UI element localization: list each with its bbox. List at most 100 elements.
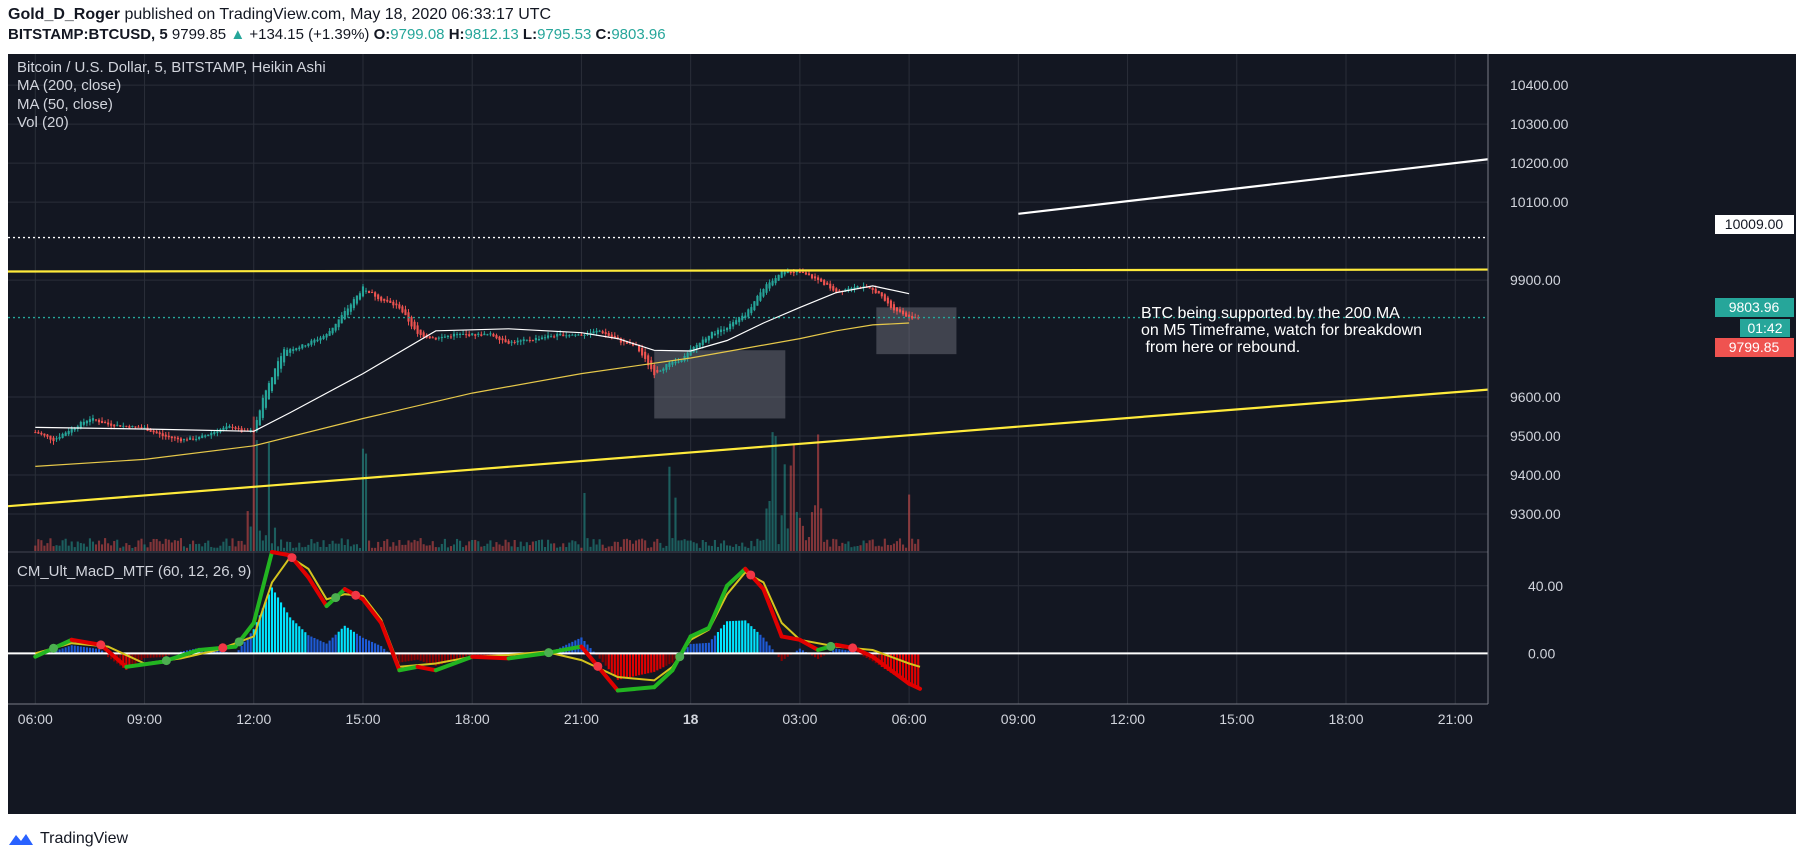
volume-bar [692,542,695,551]
annotation-line-1[interactable]: BTC being supported by the 200 MA [1141,305,1400,322]
symbol[interactable]: BITSTAMP:BTCUSD, 5 [8,26,168,43]
volume-bar [352,544,355,551]
volume-bar [91,541,95,551]
candle [404,309,407,316]
candle [143,427,146,429]
macd-histogram-bar [331,637,334,654]
macd-histogram-bar [656,653,659,671]
candle [401,306,404,313]
volume-bar [501,545,504,551]
macd-line-segment [470,654,511,661]
candle [716,329,720,335]
candle [534,337,537,341]
volume-bar [149,541,152,551]
macd-line-segment [415,664,438,673]
annotation-line-3[interactable]: from here or rebound. [1141,339,1300,356]
price-axis-label-0: 10400.00 [1510,77,1569,93]
volume-bar [607,546,610,551]
candle [255,420,258,431]
candle [155,431,158,434]
macd-histogram-bar [768,645,771,654]
macd-line-segment [652,668,675,690]
volume-bar [252,416,255,551]
volume-bar [650,547,653,551]
candle [795,271,798,273]
macd-histogram-bar [901,653,905,681]
volume-bar [644,540,647,551]
tradingview-footer[interactable]: TradingView [8,826,128,852]
candle [119,425,122,427]
macd-histogram-bar [440,653,443,665]
chart-frame[interactable]: 10400.00 10300.00 10200.00 10100.00 9900.00 9… [7,54,1796,814]
volume-bar [747,547,750,551]
volume-bar [158,541,161,551]
price-axis-label-1: 10300.00 [1510,116,1569,132]
macd-histogram-bar [446,653,449,663]
candle [413,321,416,330]
macd-histogram-bar [449,653,453,662]
high-label: H: [448,26,465,43]
volume-bar [537,540,541,551]
time-axis-label-3: 15:00 [345,711,380,727]
volume-bar [270,543,274,551]
volume-bar [647,547,650,551]
volume-bar [665,545,668,551]
macd-histogram-bar [410,653,413,661]
candle [100,421,104,424]
macd-histogram-bar [219,650,222,654]
macd-histogram-bar [598,653,601,659]
candle [207,434,210,437]
macd-histogram-bar [465,653,468,657]
volume-bar [340,538,343,551]
annotation-line-2[interactable]: on M5 Timeframe, watch for breakdown [1141,322,1422,339]
legend-vol[interactable]: Vol (20) [17,114,69,131]
macd-histogram-bar [428,653,431,664]
candle [213,431,216,435]
candle [911,315,914,319]
macd-histogram-bar [334,634,337,654]
macd-cross-dot [234,637,244,647]
legend-ma200[interactable]: MA (200, close) [17,77,121,94]
candle [107,422,110,425]
macd-histogram-bar [777,653,780,658]
volume-bar [76,541,79,551]
candle [234,427,237,429]
candle [261,397,264,418]
trend-lines[interactable] [7,158,1489,508]
volume-bar [131,547,134,551]
volume-bar [483,545,486,551]
candle [604,332,607,334]
volume-bar [480,546,483,551]
macd-cross-dot [331,593,341,603]
macd-histogram-bar [55,650,58,654]
volume-bar [641,538,644,551]
legend-macd[interactable]: CM_Ult_MacD_MTF (60, 12, 26, 9) [17,563,251,580]
macd-histogram-bar [161,653,164,658]
legend-ma50[interactable]: MA (50, close) [17,96,113,113]
time-axis-label-2: 12:00 [236,711,271,727]
legend-title[interactable]: Bitcoin / U.S. Dollar, 5, BITSTAMP, Heik… [17,59,326,76]
candle [495,335,498,339]
macd-histogram-bar [443,653,446,664]
candle [310,340,313,345]
macd-histogram-bar [883,653,886,669]
macd-histogram-bar [85,647,88,654]
macd-histogram-bar [713,635,716,654]
volume-bar [832,538,835,551]
macd-histogram-bar [686,647,689,654]
volume-bar [883,538,886,551]
volume-bar [847,541,850,551]
volume-bar [267,442,270,551]
macd-histogram-bar [622,653,625,679]
volume-bar [613,541,616,551]
candle [641,348,644,356]
publisher[interactable]: Gold_D_Roger [8,6,121,23]
price-chart[interactable]: 10400.00 10300.00 10200.00 10100.00 9900.00 9… [7,54,1796,814]
macd-histogram-bar [94,648,98,654]
dotted-line-tag-bg [1715,215,1794,234]
volume-bar [116,539,119,551]
candle [37,432,40,434]
volume-bar [455,538,459,551]
trend-line-2 [1018,158,1489,215]
current-price-tag-bg [1715,298,1794,317]
